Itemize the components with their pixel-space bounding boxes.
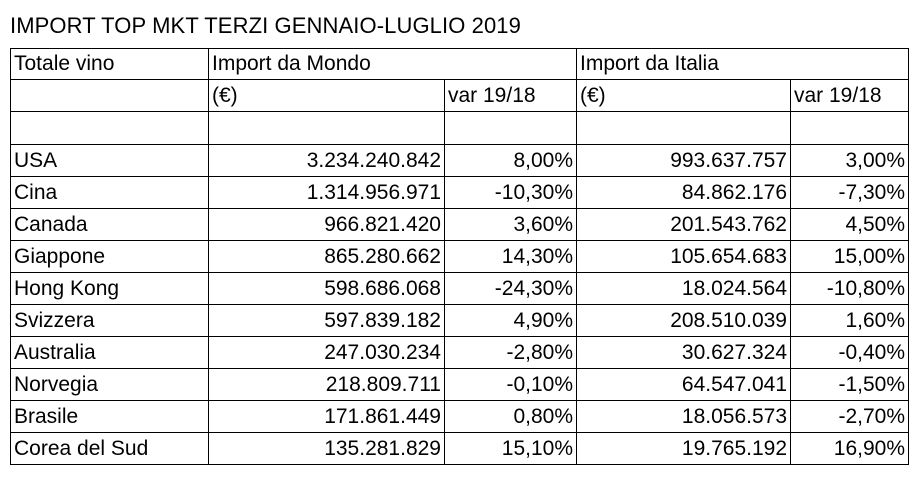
world-var-cell: -10,30% <box>444 176 577 209</box>
units-italy-var: var 19/18 <box>790 79 909 112</box>
header-import-italia: Import da Italia <box>576 48 909 80</box>
blank-cell <box>444 111 577 145</box>
page-title: IMPORT TOP MKT TERZI GENNAIO-LUGLIO 2019 <box>10 13 521 38</box>
italy-value-cell: 105.654.683 <box>576 240 791 273</box>
blank-row <box>10 111 909 145</box>
units-row: (€) var 19/18 (€) var 19/18 <box>10 79 909 112</box>
world-value-cell: 597.839.182 <box>208 304 445 337</box>
country-cell: Hong Kong <box>10 272 209 305</box>
blank-cell <box>208 111 445 145</box>
units-empty-cell <box>10 79 209 112</box>
units-world-value: (€) <box>208 79 445 112</box>
country-cell: Canada <box>10 208 209 241</box>
italy-var-cell: 16,90% <box>790 432 909 465</box>
world-var-cell: 0,80% <box>444 400 577 433</box>
world-var-cell: 4,90% <box>444 304 577 337</box>
import-table: Totale vino Import da Mondo Import da It… <box>10 48 909 465</box>
world-var-cell: -24,30% <box>444 272 577 305</box>
table-row: Australia 247.030.234 -2,80% 30.627.324 -0,4… <box>10 336 909 369</box>
world-value-cell: 3.234.240.842 <box>208 144 445 177</box>
world-value-cell: 218.809.711 <box>208 368 445 401</box>
table-row: Giappone 865.280.662 14,30% 105.654.683 15,0… <box>10 240 909 273</box>
header-import-mondo: Import da Mondo <box>208 48 577 80</box>
country-cell: Cina <box>10 176 209 209</box>
table-row: Svizzera 597.839.182 4,90% 208.510.039 1,60% <box>10 304 909 337</box>
italy-var-cell: -0,40% <box>790 336 909 369</box>
table-row: Cina 1.314.956.971 -10,30% 84.862.176 -7,30% <box>10 176 909 209</box>
world-value-cell: 247.030.234 <box>208 336 445 369</box>
country-cell: USA <box>10 144 209 177</box>
blank-cell <box>576 111 791 145</box>
units-italy-value: (€) <box>576 79 791 112</box>
italy-value-cell: 18.056.573 <box>576 400 791 433</box>
italy-value-cell: 64.547.041 <box>576 368 791 401</box>
italy-value-cell: 208.510.039 <box>576 304 791 337</box>
table-row: Brasile 171.861.449 0,80% 18.056.573 -2,70% <box>10 400 909 433</box>
world-var-cell: -2,80% <box>444 336 577 369</box>
world-value-cell: 598.686.068 <box>208 272 445 305</box>
world-value-cell: 171.861.449 <box>208 400 445 433</box>
country-cell: Brasile <box>10 400 209 433</box>
italy-var-cell: -10,80% <box>790 272 909 305</box>
italy-var-cell: -2,70% <box>790 400 909 433</box>
italy-var-cell: 15,00% <box>790 240 909 273</box>
italy-value-cell: 18.024.564 <box>576 272 791 305</box>
italy-value-cell: 30.627.324 <box>576 336 791 369</box>
table-row: Corea del Sud 135.281.829 15,10% 19.765.192… <box>10 432 909 465</box>
blank-cell <box>790 111 909 145</box>
table-row: Hong Kong 598.686.068 -24,30% 18.024.564 -10… <box>10 272 909 305</box>
country-cell: Corea del Sud <box>10 432 209 465</box>
country-cell: Giappone <box>10 240 209 273</box>
data-rows: USA 3.234.240.842 8,00% 993.637.757 3,00% Cin… <box>10 144 909 465</box>
country-cell: Australia <box>10 336 209 369</box>
blank-cell <box>10 111 209 145</box>
world-var-cell: 14,30% <box>444 240 577 273</box>
world-var-cell: 8,00% <box>444 144 577 177</box>
italy-var-cell: 3,00% <box>790 144 909 177</box>
italy-var-cell: -7,30% <box>790 176 909 209</box>
italy-var-cell: 1,60% <box>790 304 909 337</box>
world-var-cell: 3,60% <box>444 208 577 241</box>
italy-value-cell: 84.862.176 <box>576 176 791 209</box>
table-row: USA 3.234.240.842 8,00% 993.637.757 3,00% <box>10 144 909 177</box>
world-value-cell: 865.280.662 <box>208 240 445 273</box>
italy-var-cell: 4,50% <box>790 208 909 241</box>
country-cell: Svizzera <box>10 304 209 337</box>
world-value-cell: 966.821.420 <box>208 208 445 241</box>
header-row: Totale vino Import da Mondo Import da It… <box>10 48 909 80</box>
table-row: Canada 966.821.420 3,60% 201.543.762 4,50% <box>10 208 909 241</box>
world-value-cell: 135.281.829 <box>208 432 445 465</box>
italy-value-cell: 993.637.757 <box>576 144 791 177</box>
world-value-cell: 1.314.956.971 <box>208 176 445 209</box>
italy-var-cell: -1,50% <box>790 368 909 401</box>
world-var-cell: -0,10% <box>444 368 577 401</box>
units-world-var: var 19/18 <box>444 79 577 112</box>
italy-value-cell: 19.765.192 <box>576 432 791 465</box>
world-var-cell: 15,10% <box>444 432 577 465</box>
table-row: Norvegia 218.809.711 -0,10% 64.547.041 -1,50… <box>10 368 909 401</box>
header-total-vino: Totale vino <box>10 48 209 80</box>
italy-value-cell: 201.543.762 <box>576 208 791 241</box>
country-cell: Norvegia <box>10 368 209 401</box>
